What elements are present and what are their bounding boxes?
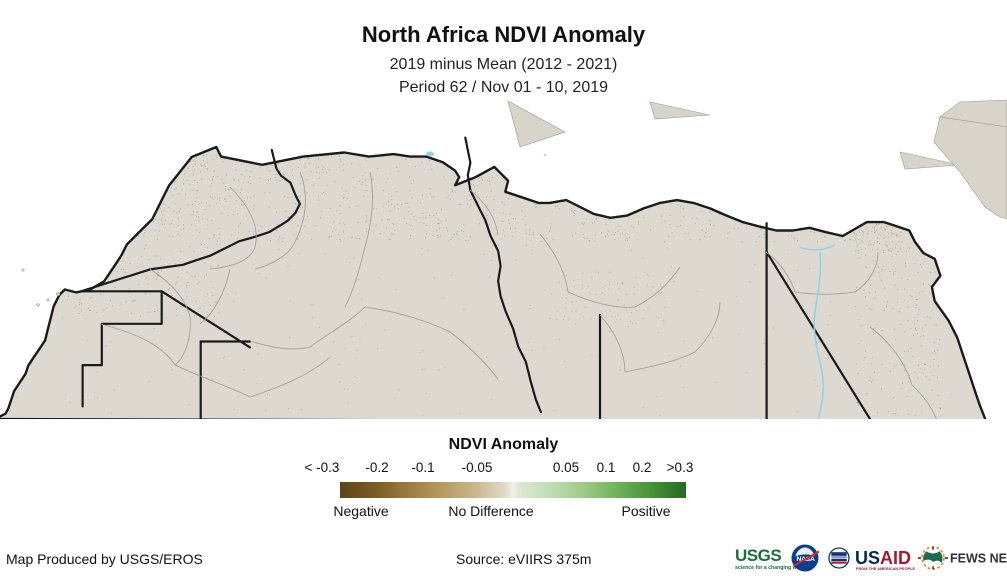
svg-text:USGS: USGS <box>735 546 781 565</box>
svg-text:FEWS NET: FEWS NET <box>950 552 1007 566</box>
svg-text:FROM THE AMERICAN PEOPLE: FROM THE AMERICAN PEOPLE <box>856 566 915 571</box>
svg-text:USAID: USAID <box>855 548 911 568</box>
